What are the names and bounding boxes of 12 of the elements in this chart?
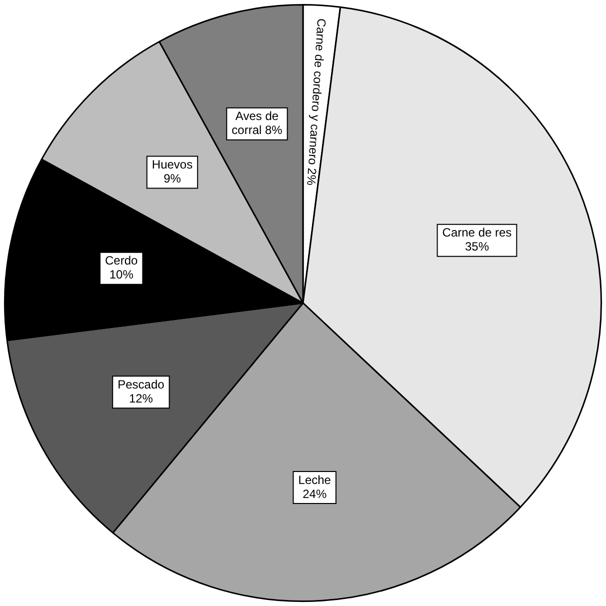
- slice-label: Pescado: [118, 377, 165, 392]
- data-label: 10%: [109, 268, 134, 282]
- slice-label: Carne de res: [442, 226, 512, 240]
- data-label: 9%: [164, 172, 182, 186]
- slice-label: Aves de corral 8%: [232, 109, 283, 138]
- slice-label: Huevos: [152, 158, 193, 172]
- data-label: 12%: [128, 391, 154, 406]
- slice-label: Carne de cordero y carnero 2%: [304, 18, 329, 186]
- slice-label: Leche: [298, 472, 332, 487]
- slice-label: Cerdo: [105, 254, 138, 268]
- data-label: 35%: [464, 240, 490, 254]
- data-label: 24%: [302, 486, 327, 501]
